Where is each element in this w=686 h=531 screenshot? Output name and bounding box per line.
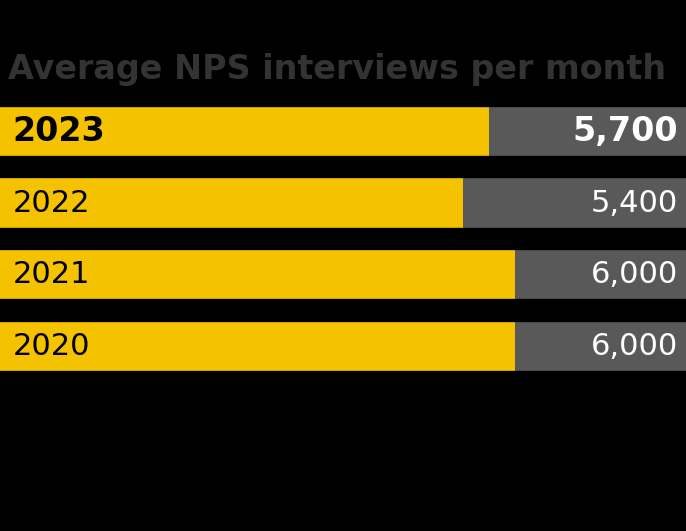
Bar [0,246,514,303]
Text: 5,700: 5,700 [572,115,678,148]
Text: 6,000: 6,000 [591,332,678,361]
Bar [0,103,488,160]
Bar [488,103,686,160]
Text: 2020: 2020 [12,332,90,361]
Bar [514,246,686,303]
Text: Average NPS interviews per month: Average NPS interviews per month [8,53,666,86]
Text: 6,000: 6,000 [591,260,678,289]
Bar [0,175,463,232]
Bar [463,175,686,232]
Bar [0,318,514,375]
Text: 2021: 2021 [12,260,90,289]
Text: 5,400: 5,400 [591,189,678,218]
Bar [514,318,686,375]
Text: 2023: 2023 [12,115,105,148]
Text: 2022: 2022 [12,189,90,218]
